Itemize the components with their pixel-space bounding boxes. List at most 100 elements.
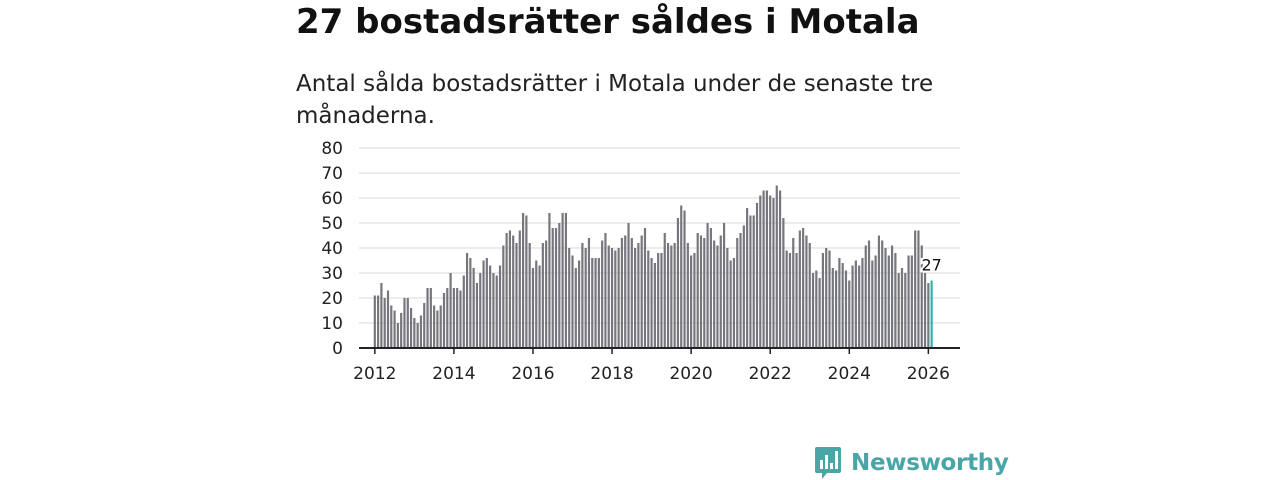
x-axis: 2012 2014 2016 2018 2020 2022 2024 2026	[353, 347, 960, 384]
bar	[759, 195, 762, 348]
bar	[601, 240, 604, 348]
bar	[406, 298, 409, 348]
bar	[578, 260, 581, 348]
bar	[887, 255, 890, 348]
y-tick-label: 30	[321, 264, 343, 284]
y-axis: 0 10 20 30 40 50 60 70 80	[321, 139, 343, 359]
bar	[722, 223, 726, 348]
bar	[788, 253, 792, 348]
bar	[492, 273, 495, 348]
bar	[373, 295, 376, 348]
newsworthy-logo[interactable]: Newsworthy	[814, 446, 1009, 480]
bar	[426, 288, 429, 348]
bar	[558, 223, 561, 348]
bar	[877, 235, 881, 348]
bar	[452, 288, 455, 348]
y-tick-label: 50	[321, 214, 343, 234]
chart-title: 27 bostadsrätter såldes i Motala	[296, 2, 920, 42]
bar	[597, 258, 600, 348]
bar	[640, 235, 643, 348]
y-tick-label: 20	[321, 289, 343, 309]
x-tick-label: 2014	[432, 364, 475, 384]
bar	[904, 273, 907, 348]
x-tick-label: 2016	[511, 364, 554, 384]
bar	[512, 235, 515, 348]
bar	[923, 273, 927, 348]
bar	[762, 190, 765, 348]
bar	[891, 245, 894, 348]
y-tick-label: 40	[321, 239, 343, 259]
bar	[861, 258, 864, 348]
bar	[729, 260, 732, 348]
bar	[663, 233, 666, 348]
bar	[548, 213, 551, 348]
bar	[489, 265, 492, 348]
bar	[858, 265, 861, 348]
bar	[897, 273, 900, 348]
bar	[380, 283, 383, 348]
bar	[413, 318, 416, 348]
bar	[594, 258, 597, 348]
bar	[554, 228, 558, 348]
bar	[910, 255, 913, 348]
bar	[419, 315, 423, 348]
bar	[673, 243, 676, 348]
bar	[844, 270, 848, 348]
bar	[545, 240, 548, 348]
x-tick-label: 2018	[590, 364, 633, 384]
bar	[657, 253, 660, 348]
bar	[867, 240, 871, 348]
bar	[851, 265, 854, 348]
bar	[854, 260, 857, 348]
bar	[864, 245, 867, 348]
bar	[917, 230, 920, 348]
bar	[472, 268, 475, 348]
bar	[485, 258, 488, 348]
bar	[736, 238, 739, 348]
brand-name: Newsworthy	[851, 450, 1009, 476]
bar	[508, 230, 511, 348]
bar	[581, 243, 584, 348]
bar	[719, 235, 722, 348]
bar	[802, 228, 805, 348]
bar	[591, 258, 594, 348]
bar	[479, 273, 482, 348]
bar	[429, 288, 432, 348]
bar	[637, 243, 640, 348]
bar	[746, 208, 749, 348]
latest-value-label: 27	[921, 256, 941, 275]
y-tick-label: 60	[321, 189, 343, 209]
bar	[400, 313, 403, 348]
bar	[785, 250, 788, 348]
bar	[660, 253, 663, 348]
bar	[831, 268, 834, 348]
bar	[568, 248, 571, 348]
bar-latest	[930, 280, 933, 348]
bar	[769, 195, 772, 348]
bar	[716, 245, 719, 348]
x-tick-label: 2024	[828, 364, 871, 384]
bar	[436, 310, 439, 348]
bar	[653, 263, 656, 348]
bar	[709, 228, 712, 348]
x-tick-label: 2026	[907, 364, 950, 384]
bar	[462, 275, 465, 348]
bar	[871, 260, 874, 348]
bar	[459, 290, 462, 348]
bar	[821, 253, 824, 348]
y-tick-label: 0	[332, 339, 343, 359]
bar	[739, 233, 742, 348]
bar	[630, 238, 633, 348]
bar	[377, 295, 380, 348]
bar	[670, 245, 673, 348]
bar	[620, 238, 624, 348]
bar	[495, 275, 498, 348]
bar	[475, 283, 479, 348]
bar	[894, 253, 897, 348]
bar	[907, 255, 910, 348]
bar	[465, 253, 469, 348]
bar	[798, 230, 801, 348]
bar	[561, 213, 564, 348]
bar	[808, 243, 811, 348]
bar	[713, 240, 716, 348]
